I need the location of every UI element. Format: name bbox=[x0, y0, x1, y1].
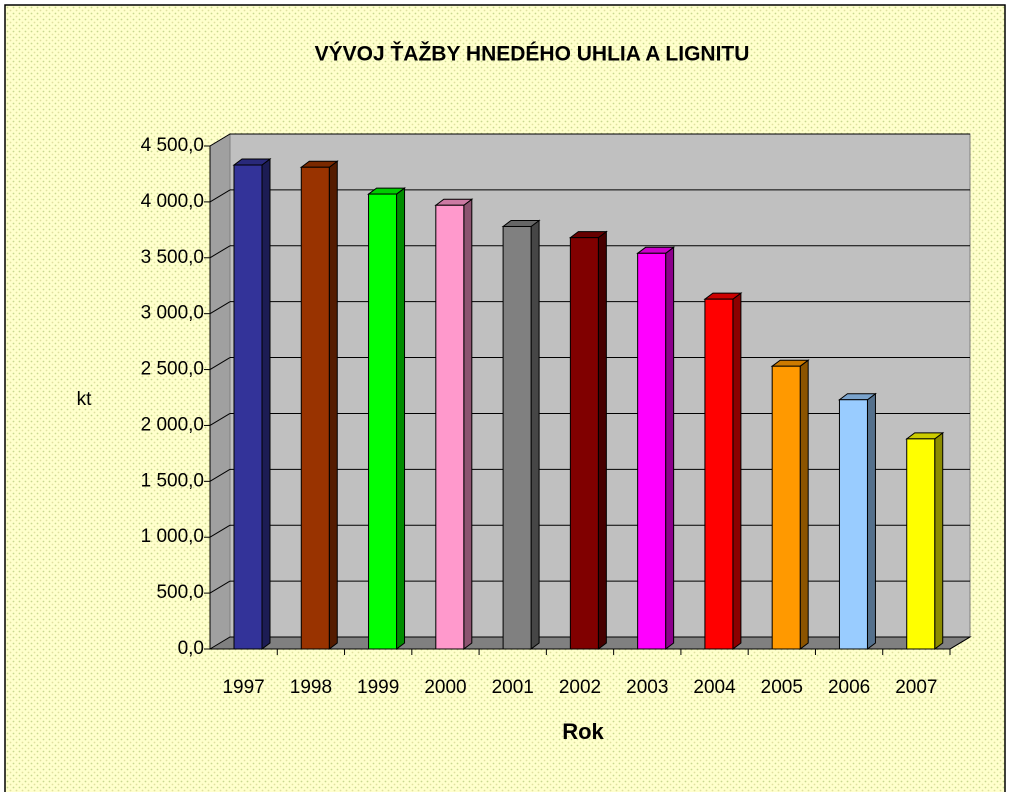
bar bbox=[435, 204, 465, 650]
y-tick-label: 2 500,0 bbox=[141, 359, 204, 380]
floor-edge bbox=[949, 636, 971, 650]
bar bbox=[368, 193, 398, 650]
y-tick-label: 1 500,0 bbox=[141, 470, 204, 491]
bar bbox=[569, 237, 599, 650]
x-tick-label: 2000 bbox=[424, 677, 466, 698]
y-axis-label: kt bbox=[77, 389, 93, 410]
bar-side bbox=[396, 187, 406, 650]
grid-line-side bbox=[209, 468, 231, 482]
bar-side bbox=[665, 246, 675, 650]
y-tick-label: 2 000,0 bbox=[141, 414, 204, 435]
x-tick-label: 2002 bbox=[559, 677, 601, 698]
y-tick-label: 3 000,0 bbox=[141, 303, 204, 324]
side-wall bbox=[209, 133, 231, 650]
grid-line-side bbox=[209, 580, 231, 594]
x-tick-label: 1999 bbox=[357, 677, 399, 698]
bar-side bbox=[328, 160, 338, 650]
y-tick-label: 4 000,0 bbox=[141, 191, 204, 212]
x-tick-label: 2004 bbox=[693, 677, 736, 698]
bar bbox=[637, 252, 667, 650]
chart-title: VÝVOJ ŤAŽBY HNEDÉHO UHLIA A LIGNITU bbox=[315, 42, 750, 66]
bar bbox=[771, 365, 801, 650]
x-tick-label: 1998 bbox=[290, 677, 332, 698]
bar bbox=[300, 166, 330, 650]
grid-line-side bbox=[209, 357, 231, 370]
bar-side bbox=[732, 292, 742, 650]
grid-line-side bbox=[209, 413, 231, 426]
x-tick-label: 1997 bbox=[222, 677, 264, 698]
y-tick-label: 500,0 bbox=[156, 582, 204, 603]
grid-line-side bbox=[209, 189, 231, 203]
bar bbox=[502, 225, 532, 650]
bar-side bbox=[463, 198, 473, 650]
bar bbox=[704, 298, 734, 650]
bar bbox=[233, 164, 263, 650]
y-tick-label: 0,0 bbox=[178, 638, 204, 659]
bar-side bbox=[597, 230, 607, 650]
x-tick-label: 2001 bbox=[492, 677, 534, 698]
x-tick-label: 2005 bbox=[761, 677, 803, 698]
bar-side bbox=[799, 359, 809, 650]
grid-line-side bbox=[209, 301, 231, 315]
bar-side bbox=[530, 219, 540, 650]
grid-line-side bbox=[209, 133, 231, 147]
grid-line-side bbox=[209, 245, 231, 259]
bar bbox=[906, 438, 936, 650]
y-tick-label: 4 500,0 bbox=[141, 135, 204, 156]
bar-side bbox=[934, 431, 944, 650]
grid-line-side bbox=[209, 524, 231, 538]
x-tick-label: 2006 bbox=[828, 677, 870, 698]
bar-side bbox=[866, 392, 876, 650]
y-tick-label: 3 500,0 bbox=[141, 247, 204, 268]
y-tick-label: 1 000,0 bbox=[141, 526, 204, 547]
bar bbox=[838, 399, 868, 650]
bar-side bbox=[261, 158, 271, 650]
x-axis-label: Rok bbox=[562, 719, 604, 744]
plot-area: 0,0 500,0 1 000,0 1 500,0 2 000,0 2 500,0 3 00… bbox=[141, 133, 972, 698]
x-tick-label: 2003 bbox=[626, 677, 668, 698]
x-tick-label: 2007 bbox=[895, 677, 937, 698]
